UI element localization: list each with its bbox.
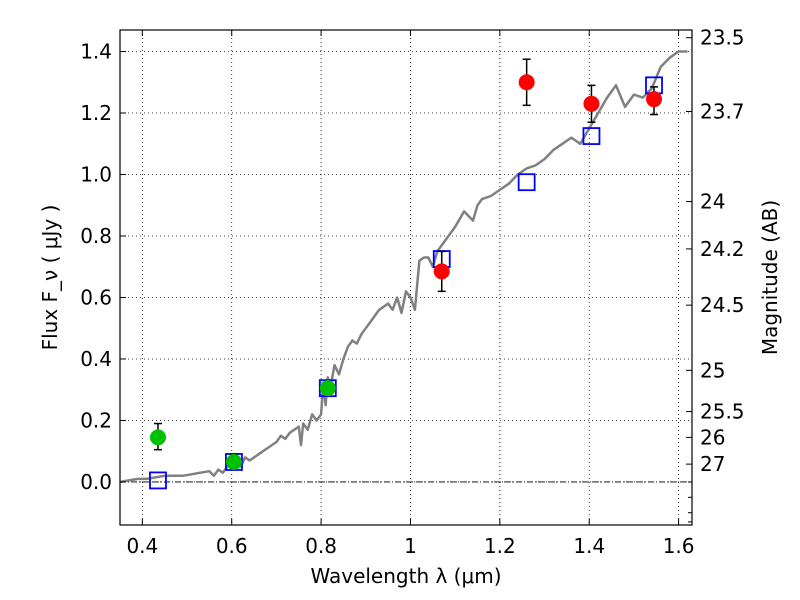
observed-photometry-point — [583, 95, 600, 112]
y2-tick-label: 26 — [700, 425, 725, 449]
model-photometry-point — [149, 471, 167, 490]
grid — [120, 30, 692, 525]
observed-photometry-point — [225, 453, 242, 470]
y-tick-label: 0.8 — [80, 224, 112, 248]
y-axis-title: Flux F_ν ( μJy ) — [38, 205, 62, 351]
y-tick-label: 0.6 — [80, 285, 112, 309]
x-tick-label: 0.6 — [216, 534, 248, 558]
ticks — [120, 30, 692, 525]
y-tick-label: 0.2 — [80, 408, 112, 432]
y-tick-label: 1.0 — [80, 163, 112, 187]
y2-tick-label: 24 — [700, 190, 725, 214]
tick-labels: 0.4 0.6 0.8 1 1.2 1.4 1.6 0.0 0.2 0.4 0.6 0.8 1.0 1.2… — [80, 26, 744, 558]
y2-tick-label: 25.5 — [700, 400, 745, 424]
series — [119, 50, 688, 490]
x-tick-label: 1 — [404, 534, 417, 558]
y2-tick-label: 24.5 — [700, 293, 745, 317]
y2-axis-title: Magnitude (AB) — [758, 200, 782, 355]
x-tick-label: 1.6 — [663, 534, 695, 558]
y2-tick-label: 23.5 — [700, 26, 745, 50]
model-photometry-point — [517, 173, 536, 192]
y2-tick-label: 24.2 — [700, 237, 745, 261]
y2-tick-label: 25 — [700, 358, 725, 382]
observed-photometry-point — [149, 429, 166, 446]
y-tick-label: 1.4 — [80, 40, 112, 64]
observed-photometry-point — [646, 91, 663, 108]
y2-tick-label: 23.7 — [700, 99, 745, 123]
y-tick-label: 0.4 — [80, 347, 112, 371]
x-tick-label: 0.4 — [126, 534, 158, 558]
y-tick-label: 0.0 — [80, 470, 112, 494]
model-spectrum-line — [119, 50, 688, 484]
x-axis-title: Wavelength λ (μm) — [310, 564, 501, 588]
observed-photometry-point — [518, 74, 535, 91]
x-tick-label: 0.8 — [305, 534, 337, 558]
y-tick-label: 1.2 — [80, 101, 112, 125]
y2-tick-label: 27 — [700, 452, 725, 476]
observed-photometry-point — [433, 263, 450, 280]
observed-photometry-point — [319, 380, 336, 397]
plot-frame — [119, 29, 693, 526]
x-tick-label: 1.4 — [573, 534, 605, 558]
model-photometry-point — [582, 127, 601, 145]
x-tick-label: 1.2 — [484, 534, 516, 558]
